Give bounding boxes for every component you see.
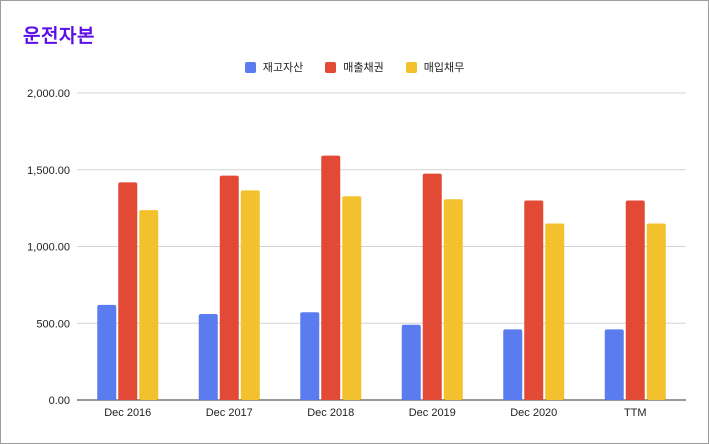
bar-series-1	[300, 312, 320, 400]
bar-series-3	[646, 223, 666, 400]
bar-series-2	[118, 182, 138, 400]
bar-series-3	[443, 199, 463, 400]
legend-swatch-series-2	[325, 61, 337, 73]
bar-series-1	[604, 329, 624, 400]
bar-series-3	[545, 223, 565, 400]
y-tick-label: 1,000.00	[27, 242, 70, 254]
chart-title: 운전자본	[23, 25, 95, 47]
bar-series-3	[240, 190, 260, 400]
legend-label-series-3: 매입채무	[423, 61, 465, 74]
bar-series-1	[198, 314, 218, 400]
x-tick-label: Dec 2017	[206, 407, 253, 419]
bar-series-2	[422, 173, 442, 400]
x-tick-label: Dec 2019	[409, 407, 456, 419]
bar-series-1	[97, 304, 117, 400]
y-tick-label: 0.00	[49, 395, 70, 407]
y-tick-label: 1,500.00	[27, 165, 70, 177]
legend-item-series-3[interactable]: 매입채무	[405, 59, 465, 75]
x-tick-label: Dec 2020	[510, 407, 557, 419]
legend-item-series-2[interactable]: 매출채권	[325, 59, 384, 75]
x-tick-label: TTM	[624, 407, 647, 419]
legend-label-series-2: 매출채권	[343, 61, 384, 74]
y-tick-label: 500.00	[36, 318, 70, 330]
bar-series-1	[503, 329, 523, 400]
bar-series-2	[524, 200, 544, 400]
bar-series-2	[321, 155, 341, 400]
bar-series-3	[342, 196, 362, 400]
bar-series-1	[401, 324, 421, 400]
x-tick-label: Dec 2018	[307, 407, 354, 419]
bar-series-2	[219, 175, 239, 400]
x-tick-label: Dec 2016	[104, 407, 151, 419]
legend-label-series-1: 재고자산	[262, 61, 304, 74]
y-tick-label: 2,000.00	[27, 88, 70, 100]
legend-item-series-1[interactable]: 재고자산	[244, 59, 304, 75]
bar-series-3	[139, 210, 159, 400]
bar-series-2	[625, 200, 645, 400]
legend-swatch-series-1	[244, 61, 256, 73]
chart-legend: 재고자산 매출채권 매입채무	[1, 59, 708, 75]
legend-swatch-series-3	[405, 61, 417, 73]
